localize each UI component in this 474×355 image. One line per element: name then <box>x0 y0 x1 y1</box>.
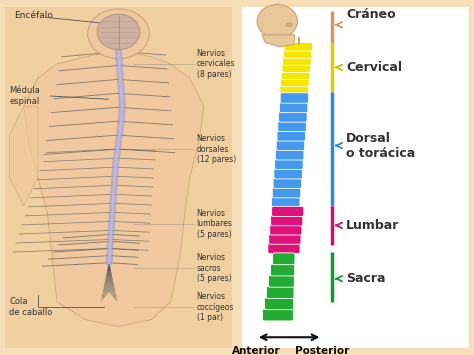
FancyBboxPatch shape <box>273 253 295 265</box>
FancyBboxPatch shape <box>274 159 303 169</box>
FancyBboxPatch shape <box>264 298 294 310</box>
FancyBboxPatch shape <box>280 93 309 103</box>
Ellipse shape <box>97 14 140 50</box>
Ellipse shape <box>286 23 292 27</box>
FancyBboxPatch shape <box>276 140 305 151</box>
Text: Lumbar: Lumbar <box>346 219 400 232</box>
FancyBboxPatch shape <box>269 275 294 287</box>
Text: Dorsal
o torácica: Dorsal o torácica <box>346 132 415 159</box>
Text: Nervios
sacros
(5 pares): Nervios sacros (5 pares) <box>197 253 231 283</box>
Text: Nervios
lumbares
(5 pares): Nervios lumbares (5 pares) <box>197 209 233 239</box>
FancyBboxPatch shape <box>277 131 306 141</box>
FancyBboxPatch shape <box>270 225 302 235</box>
FancyBboxPatch shape <box>269 234 301 244</box>
FancyBboxPatch shape <box>275 149 304 160</box>
Text: Cola
de caballo: Cola de caballo <box>9 297 53 317</box>
FancyBboxPatch shape <box>272 187 301 198</box>
FancyBboxPatch shape <box>272 206 304 217</box>
FancyBboxPatch shape <box>272 197 300 207</box>
FancyBboxPatch shape <box>263 309 293 321</box>
FancyBboxPatch shape <box>271 264 295 276</box>
Text: Anterior: Anterior <box>232 346 280 355</box>
FancyBboxPatch shape <box>271 215 303 226</box>
FancyBboxPatch shape <box>274 169 302 179</box>
Ellipse shape <box>257 4 297 38</box>
FancyBboxPatch shape <box>283 50 312 58</box>
FancyBboxPatch shape <box>279 102 308 113</box>
Polygon shape <box>9 106 38 206</box>
FancyBboxPatch shape <box>281 78 309 87</box>
Polygon shape <box>24 53 204 327</box>
Polygon shape <box>262 35 295 47</box>
FancyBboxPatch shape <box>282 64 310 72</box>
Text: Nervios
coccígeos
(1 par): Nervios coccígeos (1 par) <box>197 292 234 322</box>
Text: Cervical: Cervical <box>346 61 402 74</box>
FancyBboxPatch shape <box>282 71 310 80</box>
FancyBboxPatch shape <box>283 57 311 65</box>
FancyBboxPatch shape <box>284 43 312 51</box>
Ellipse shape <box>88 9 149 59</box>
Text: Nervios
dorsales
(12 pares): Nervios dorsales (12 pares) <box>197 134 236 164</box>
FancyBboxPatch shape <box>279 112 307 122</box>
Text: Nervios
cervicales
(8 pares): Nervios cervicales (8 pares) <box>197 49 235 79</box>
FancyBboxPatch shape <box>273 178 301 189</box>
FancyBboxPatch shape <box>266 286 294 299</box>
FancyBboxPatch shape <box>268 243 300 253</box>
FancyBboxPatch shape <box>5 7 232 348</box>
FancyBboxPatch shape <box>242 7 469 348</box>
FancyBboxPatch shape <box>278 121 306 132</box>
Text: Posterior: Posterior <box>295 346 349 355</box>
Text: Sacra: Sacra <box>346 272 385 285</box>
Text: Encéfalo: Encéfalo <box>14 11 53 21</box>
FancyBboxPatch shape <box>280 85 309 94</box>
Text: Cráneo: Cráneo <box>346 8 396 21</box>
Text: Médula
espinal: Médula espinal <box>9 86 40 105</box>
